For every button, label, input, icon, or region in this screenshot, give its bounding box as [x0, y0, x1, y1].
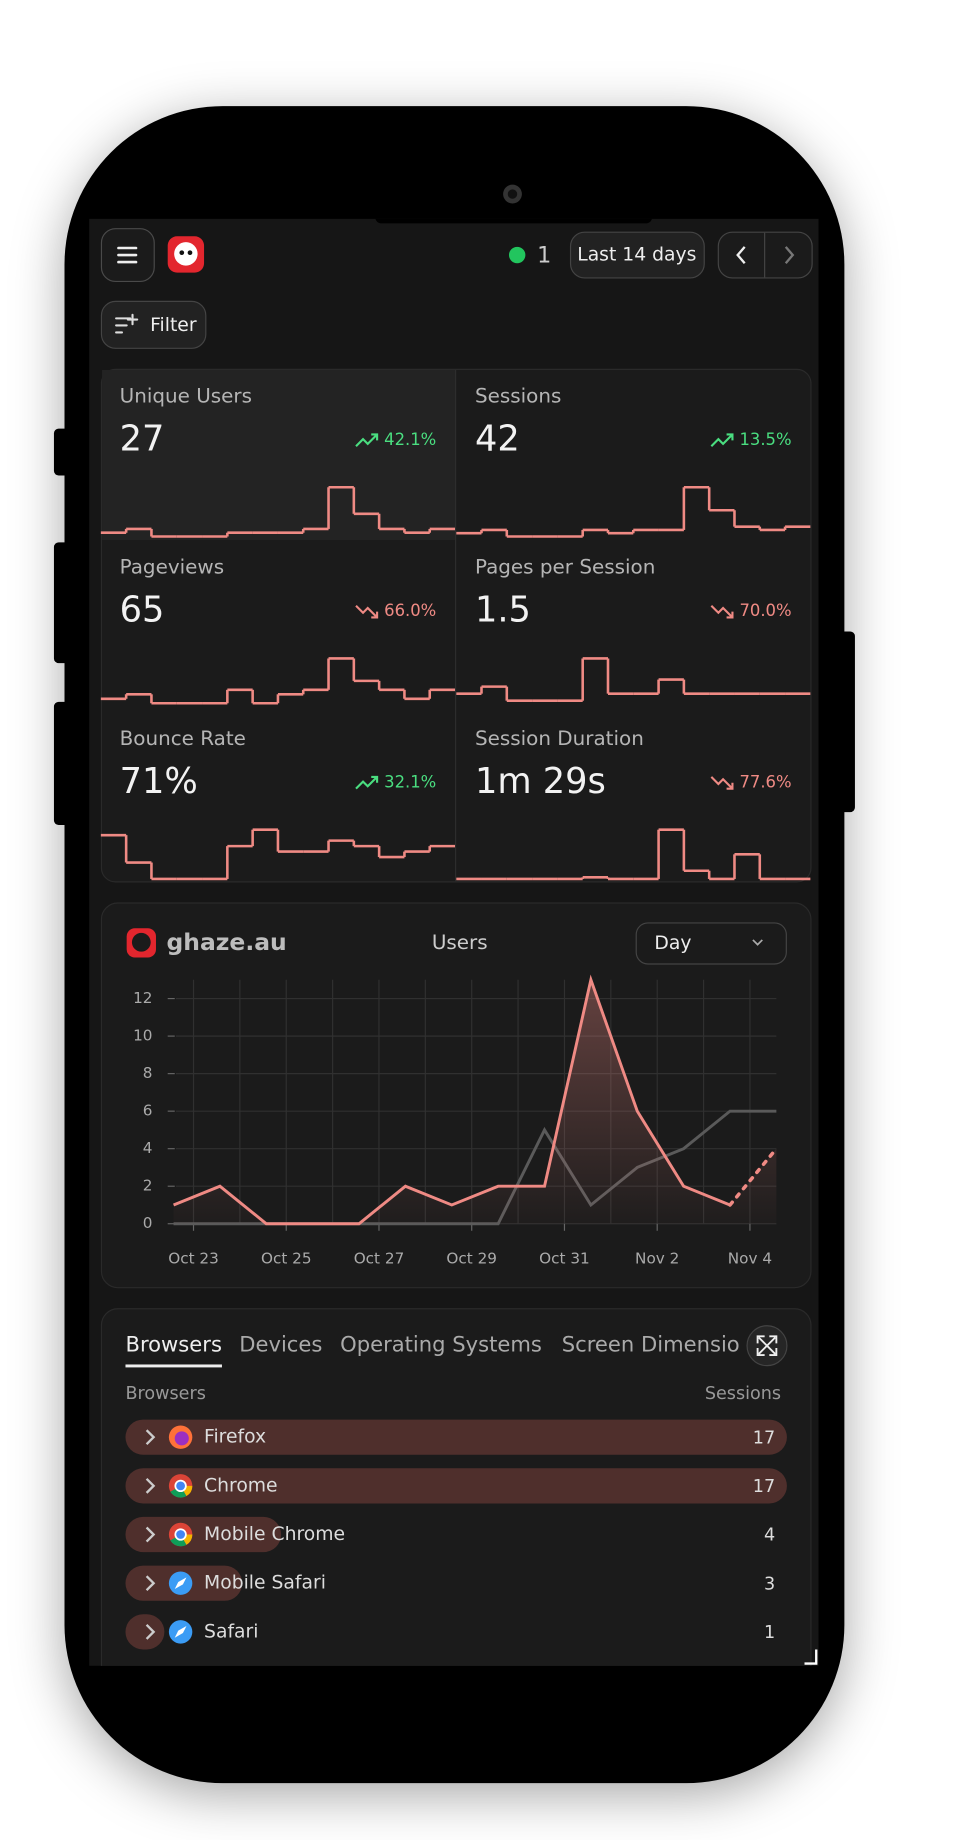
chevron: [145, 1429, 156, 1446]
stat-change: 13.5%: [739, 430, 791, 449]
interval: Day: [654, 933, 691, 954]
stat-value: 1.5: [475, 590, 531, 631]
stat-change: 42.1%: [384, 430, 436, 449]
tab[interactable]: Screen Dimensions: [562, 1332, 764, 1357]
table-row[interactable]: Mobile Safari 3: [125, 1565, 775, 1601]
browser-sessions: 3: [764, 1574, 775, 1594]
browser-name: Firefox: [204, 1427, 266, 1448]
stat-label: Pageviews: [120, 556, 224, 579]
x-tick-label: Oct 29: [446, 1249, 497, 1267]
browser-icon-part: [170, 1485, 187, 1498]
trend-icon: [355, 604, 379, 619]
y-tick-label: 8: [143, 1064, 153, 1082]
stat-card: Sessions 42 13.5%: [456, 384, 811, 538]
table-row[interactable]: Mobile Chrome 4: [125, 1516, 775, 1553]
date-range-button[interactable]: [569, 231, 705, 279]
browser-icon-part: [170, 1534, 187, 1547]
y-tick-label: 0: [143, 1214, 153, 1232]
trend-icon: [355, 433, 379, 447]
filter-button[interactable]: [100, 300, 207, 349]
chevron: [145, 1526, 156, 1543]
y-tick-label: 10: [133, 1027, 152, 1045]
table-row[interactable]: Safari 1: [125, 1614, 775, 1650]
chevron: [145, 1477, 156, 1494]
table-row[interactable]: Firefox 17: [125, 1419, 787, 1455]
browser-icon-needle: [174, 1577, 187, 1590]
trend-icon: [355, 775, 379, 790]
x-tick-label: Oct 23: [168, 1249, 219, 1267]
stat-change: 77.6%: [739, 772, 791, 791]
stat-card: Unique Users 27 42.1%: [100, 369, 456, 541]
browser-icon-inner: [174, 1528, 187, 1541]
row-bar: [125, 1516, 282, 1553]
stat-change: 70.0%: [739, 601, 791, 620]
x-tick-label: Nov 4: [728, 1249, 772, 1267]
line-series: [173, 974, 731, 1226]
y-tick-label: 12: [133, 989, 152, 1007]
y-tick-label: 6: [143, 1102, 153, 1120]
table-row[interactable]: Chrome 17: [125, 1468, 787, 1504]
interval-select[interactable]: [635, 922, 787, 965]
online-count: 1: [537, 243, 551, 269]
row-bar: [125, 1419, 787, 1455]
chart-title: Users: [432, 931, 488, 954]
column-header: Sessions: [705, 1384, 781, 1404]
stat-label: Session Duration: [475, 727, 644, 750]
filter-label: Filter: [150, 315, 197, 336]
stat-value: 71%: [120, 761, 198, 802]
tab-underline: [125, 1364, 222, 1368]
area: [173, 979, 777, 1224]
stat-value: 27: [120, 418, 165, 459]
browser-name: Chrome: [204, 1475, 278, 1496]
stat-label: Sessions: [475, 384, 561, 407]
row-bar: [125, 1614, 165, 1650]
stat-label: Pages per Session: [475, 556, 655, 579]
browser-sessions: 1: [764, 1623, 775, 1643]
trend-icon: [710, 776, 734, 790]
browser-name: Safari: [204, 1621, 258, 1642]
tab[interactable]: Devices: [239, 1332, 322, 1357]
chevron: [145, 1575, 156, 1592]
stat-value: 42: [475, 418, 520, 459]
stat-value: 65: [120, 590, 165, 631]
chevron: [145, 1623, 156, 1640]
site-name: ghaze.au: [167, 928, 287, 956]
browser-sessions: 17: [753, 1428, 775, 1448]
x-tick-label: Oct 25: [261, 1249, 312, 1267]
browser-sessions: 4: [764, 1526, 775, 1546]
x-tick-label: Oct 27: [354, 1249, 405, 1267]
date-range: Last 14 days: [577, 245, 696, 266]
browser-sessions: 17: [753, 1477, 775, 1497]
stat-label: Unique Users: [120, 384, 252, 407]
tab[interactable]: Browsers: [125, 1332, 221, 1357]
stat-label: Bounce Rate: [120, 727, 246, 750]
y-tick-label: 4: [143, 1139, 153, 1157]
trend-icon: [710, 433, 734, 447]
screen: 1 Last 14 days Filter Unique Users 27 42.1…: [89, 218, 819, 1666]
browser-name: Mobile Chrome: [204, 1524, 345, 1545]
tab[interactable]: Operating Systems: [340, 1332, 542, 1357]
stat-card: Pages per Session 1.5 70.0%: [456, 556, 811, 702]
card-highlight: [102, 369, 456, 541]
browser-icon-inner: [174, 1431, 189, 1446]
trend-icon: [710, 604, 734, 619]
browser-name: Mobile Safari: [204, 1573, 326, 1594]
stat-change: 32.1%: [384, 772, 436, 791]
y-tick-label: 2: [143, 1177, 153, 1195]
stat-value: 1m 29s: [475, 761, 606, 802]
row-bar: [125, 1468, 787, 1504]
column-header: Browsers: [125, 1384, 205, 1404]
x-tick-label: Oct 31: [539, 1249, 590, 1267]
x-tick-label: Nov 2: [635, 1249, 679, 1267]
stat-card: Session Duration 1m 29s 77.6%: [456, 727, 811, 881]
stat-card: Pageviews 65 66.0%: [100, 556, 456, 705]
stat-card: Bounce Rate 71% 32.1%: [100, 727, 456, 881]
browser-icon-needle: [174, 1625, 187, 1638]
stat-change: 66.0%: [384, 601, 436, 620]
line-series-dotted: [728, 1146, 779, 1207]
browser-icon-inner: [174, 1479, 187, 1493]
